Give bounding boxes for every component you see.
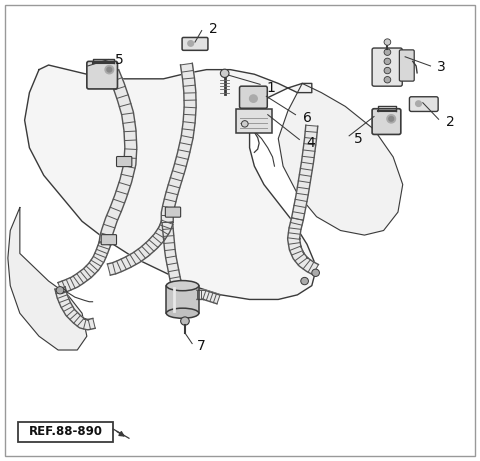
- FancyBboxPatch shape: [117, 156, 132, 166]
- Circle shape: [220, 69, 229, 77]
- Circle shape: [387, 115, 396, 123]
- Polygon shape: [288, 218, 318, 275]
- Text: 2: 2: [446, 116, 455, 130]
- FancyBboxPatch shape: [236, 109, 272, 133]
- FancyBboxPatch shape: [18, 422, 113, 442]
- Polygon shape: [197, 290, 220, 304]
- Bar: [166, 286, 199, 313]
- FancyBboxPatch shape: [372, 109, 401, 135]
- Circle shape: [241, 121, 248, 127]
- Polygon shape: [291, 125, 318, 220]
- FancyBboxPatch shape: [101, 235, 117, 245]
- Circle shape: [384, 77, 391, 83]
- Text: 2: 2: [209, 22, 218, 36]
- Text: REF.88-890: REF.88-890: [29, 426, 103, 438]
- Circle shape: [250, 95, 257, 102]
- Circle shape: [384, 67, 391, 74]
- Polygon shape: [161, 63, 196, 222]
- FancyBboxPatch shape: [87, 61, 118, 89]
- Circle shape: [105, 65, 114, 74]
- Circle shape: [416, 101, 421, 106]
- Polygon shape: [55, 287, 95, 330]
- FancyBboxPatch shape: [372, 48, 402, 86]
- Circle shape: [301, 278, 309, 285]
- Circle shape: [56, 287, 64, 294]
- FancyBboxPatch shape: [409, 97, 438, 112]
- Polygon shape: [278, 83, 403, 235]
- Ellipse shape: [166, 281, 199, 291]
- Circle shape: [384, 39, 391, 45]
- Circle shape: [188, 41, 193, 46]
- Polygon shape: [58, 242, 111, 293]
- Text: 4: 4: [306, 136, 315, 150]
- Text: 5: 5: [354, 131, 363, 146]
- FancyBboxPatch shape: [182, 37, 208, 50]
- Ellipse shape: [166, 308, 199, 318]
- Polygon shape: [108, 220, 173, 275]
- Text: 6: 6: [302, 111, 312, 125]
- FancyBboxPatch shape: [165, 207, 180, 217]
- Circle shape: [107, 67, 112, 72]
- Circle shape: [312, 269, 320, 277]
- Circle shape: [389, 117, 394, 121]
- Text: 3: 3: [437, 60, 445, 74]
- Circle shape: [384, 49, 391, 55]
- FancyBboxPatch shape: [240, 86, 267, 108]
- Text: 7: 7: [196, 339, 205, 353]
- FancyBboxPatch shape: [399, 50, 414, 81]
- Polygon shape: [24, 65, 317, 300]
- Text: 1: 1: [267, 81, 276, 95]
- Polygon shape: [8, 207, 87, 350]
- Circle shape: [384, 58, 391, 65]
- Polygon shape: [99, 70, 137, 244]
- Circle shape: [180, 317, 189, 325]
- Polygon shape: [162, 222, 184, 293]
- Text: 5: 5: [115, 53, 124, 67]
